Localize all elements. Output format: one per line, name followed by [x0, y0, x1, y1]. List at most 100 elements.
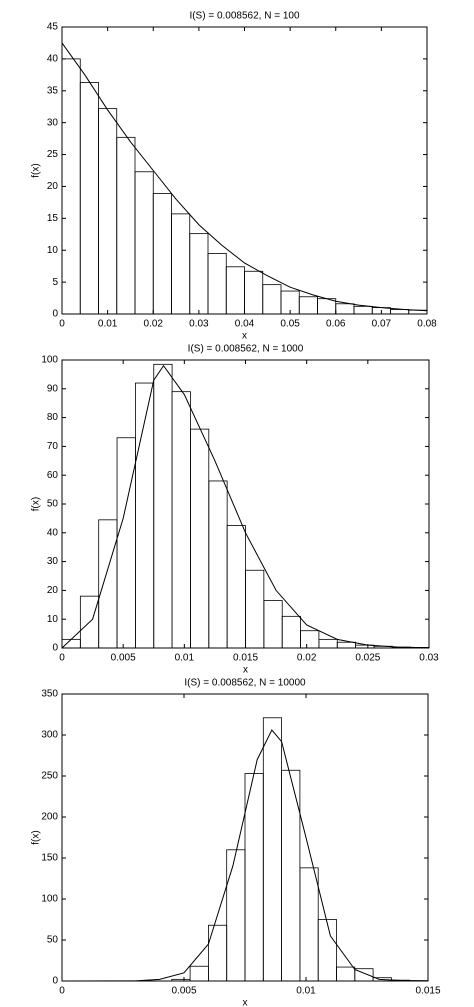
bar — [335, 303, 355, 315]
x-tick-label: 0.01 — [296, 986, 316, 997]
plot-frame — [61, 693, 429, 982]
y-tick-label: 300 — [41, 730, 58, 741]
x-tick-label: 0.06 — [326, 319, 346, 330]
x-tick-label: 0.015 — [233, 653, 258, 664]
bar — [262, 717, 282, 982]
x-tick-label: 0.005 — [171, 986, 196, 997]
y-tick-label: 30 — [47, 117, 59, 128]
y-tick-label: 30 — [47, 556, 59, 567]
x-tick-label: 0.01 — [175, 653, 195, 664]
x-tick-label: 0 — [59, 319, 65, 330]
bar — [189, 965, 209, 982]
density-curve — [61, 729, 429, 982]
x-tick-label: 0 — [59, 986, 65, 997]
x-tick-label: 0.05 — [280, 319, 300, 330]
y-tick-label: 50 — [47, 935, 59, 946]
chart-title: I(S) = 0.008562, N = 100 — [189, 11, 300, 22]
x-tick-label: 0.01 — [98, 319, 118, 330]
y-tick-label: 200 — [41, 812, 58, 823]
y-tick-label: 20 — [47, 181, 59, 192]
y-tick-label: 40 — [47, 527, 59, 538]
x-axis-label: x — [242, 331, 247, 342]
y-tick-label: 250 — [41, 771, 58, 782]
y-tick-label: 35 — [47, 85, 59, 96]
bar — [226, 849, 246, 982]
x-tick-label: 0.03 — [189, 319, 209, 330]
y-tick-label: 20 — [47, 585, 59, 596]
y-tick-label: 25 — [47, 149, 59, 160]
x-tick-label: 0.02 — [144, 319, 164, 330]
x-tick-label: 0.07 — [372, 319, 392, 330]
bar — [263, 600, 283, 649]
x-axis-label: x — [243, 665, 248, 676]
bar — [171, 391, 191, 649]
bar — [299, 867, 319, 982]
bar — [225, 266, 245, 315]
bar — [318, 638, 338, 649]
y-tick-label: 350 — [41, 689, 58, 700]
y-axis-label: f(x) — [31, 163, 42, 177]
bar — [207, 924, 228, 982]
bar — [116, 136, 136, 315]
bar — [226, 525, 246, 649]
bar — [262, 284, 282, 315]
bar — [61, 638, 81, 649]
chart-title: I(S) = 0.008562, N = 10000 — [184, 678, 306, 689]
density-curve — [61, 364, 430, 649]
bar — [134, 171, 154, 315]
y-tick-label: 15 — [47, 213, 59, 224]
bar — [298, 296, 318, 315]
x-tick-label: 0.02 — [297, 653, 317, 664]
chart-title: I(S) = 0.008562, N = 1000 — [188, 344, 304, 355]
y-tick-label: 40 — [47, 54, 59, 65]
y-tick-label: 45 — [47, 22, 59, 33]
bar — [245, 569, 265, 649]
bar — [244, 773, 264, 982]
x-tick-label: 0.005 — [111, 653, 136, 664]
y-tick-label: 0 — [52, 643, 58, 654]
y-tick-label: 100 — [41, 355, 58, 366]
bar — [336, 966, 356, 982]
x-tick-label: 0.025 — [355, 653, 380, 664]
bar — [98, 519, 118, 649]
bar — [152, 193, 172, 315]
y-tick-label: 5 — [52, 277, 58, 288]
bar — [171, 213, 191, 315]
bar — [207, 253, 227, 315]
bar — [208, 480, 228, 649]
y-tick-label: 0 — [52, 976, 58, 987]
y-tick-label: 70 — [47, 441, 59, 452]
bar — [189, 233, 209, 315]
bar — [317, 919, 337, 982]
bar — [336, 641, 357, 649]
bar — [116, 437, 136, 649]
x-tick-label: 0.03 — [419, 653, 439, 664]
y-axis-label: f(x) — [31, 497, 42, 511]
x-tick-label: 0.08 — [417, 319, 437, 330]
bar — [353, 305, 373, 315]
bar — [244, 270, 264, 315]
y-tick-label: 80 — [47, 412, 59, 423]
bar — [281, 615, 301, 649]
bar — [190, 428, 210, 649]
bar — [98, 108, 118, 315]
y-tick-label: 50 — [47, 499, 59, 510]
y-tick-label: 10 — [47, 614, 59, 625]
y-tick-label: 150 — [41, 853, 58, 864]
y-tick-label: 100 — [41, 894, 58, 905]
bar — [300, 630, 320, 649]
x-tick-label: 0.04 — [235, 319, 255, 330]
y-tick-label: 90 — [47, 383, 59, 394]
density-curve — [61, 42, 428, 312]
y-tick-label: 60 — [47, 470, 59, 481]
x-axis-label: x — [243, 998, 248, 1007]
y-axis-label: f(x) — [31, 830, 42, 844]
x-tick-label: 0.015 — [415, 986, 440, 997]
bar — [79, 82, 99, 315]
bar — [153, 363, 173, 649]
y-tick-label: 10 — [47, 245, 59, 256]
y-tick-label: 0 — [52, 309, 58, 320]
x-tick-label: 0 — [59, 653, 65, 664]
bar — [390, 309, 410, 315]
